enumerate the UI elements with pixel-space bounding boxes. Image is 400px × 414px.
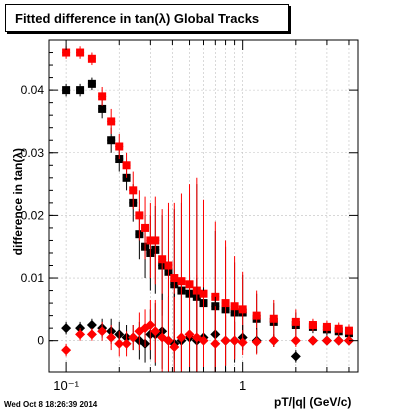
data-point <box>308 321 317 330</box>
data-point <box>220 335 231 346</box>
data-point <box>114 338 125 349</box>
data-point <box>221 299 230 308</box>
data-point <box>169 341 180 352</box>
data-point <box>61 323 72 334</box>
data-point <box>106 332 117 343</box>
data-point <box>62 86 71 95</box>
data-point <box>145 320 156 331</box>
data-point <box>121 338 132 349</box>
data-point <box>86 329 97 340</box>
data-point <box>333 335 344 346</box>
data-point <box>76 86 85 95</box>
data-point <box>307 335 318 346</box>
data-point <box>62 48 71 57</box>
data-point <box>321 335 332 346</box>
data-marks <box>61 46 354 372</box>
title-box: Fitted difference in tan(λ) Global Track… <box>5 4 289 32</box>
data-point <box>229 335 240 346</box>
data-point <box>163 335 174 346</box>
data-point <box>128 332 139 343</box>
data-point <box>98 104 107 113</box>
data-point <box>344 326 353 335</box>
data-point <box>107 136 116 145</box>
data-point <box>122 161 131 170</box>
data-point <box>97 326 108 337</box>
data-point <box>252 311 261 320</box>
y-axis-label: difference in tan(λ) <box>11 148 25 256</box>
data-point <box>184 329 195 340</box>
data-point <box>87 79 96 88</box>
data-point <box>198 335 209 346</box>
data-point <box>150 326 161 337</box>
y-tick-label: 0.04 <box>21 83 45 97</box>
footer-timestamp: Wed Oct 8 18:26:39 2014 <box>4 400 98 409</box>
data-point <box>164 261 173 270</box>
data-point <box>343 335 354 346</box>
data-point <box>230 302 239 311</box>
data-point <box>87 54 96 63</box>
data-point <box>238 305 247 314</box>
data-point <box>290 351 301 362</box>
data-point <box>146 236 155 245</box>
data-point <box>268 335 279 346</box>
data-point <box>237 337 248 348</box>
data-point <box>170 274 179 283</box>
data-point <box>251 336 262 347</box>
y-tick-label: 0.03 <box>21 146 45 160</box>
data-point <box>75 329 86 340</box>
data-point <box>98 92 107 101</box>
x-tick-label: 10⁻¹ <box>53 378 79 393</box>
data-point <box>322 322 331 331</box>
data-point <box>176 332 187 343</box>
data-point <box>290 335 301 346</box>
data-point <box>291 317 300 326</box>
x-tick-label: 1 <box>239 378 246 393</box>
data-point <box>129 186 138 195</box>
data-point <box>107 117 116 126</box>
y-tick-label: 0 <box>37 334 44 348</box>
axes: 0 0.01 0.02 0.03 0.04 10⁻¹ 1 <box>21 39 359 393</box>
series-3 <box>61 271 354 372</box>
data-point <box>61 345 72 356</box>
data-point <box>115 142 124 151</box>
data-point <box>76 48 85 57</box>
data-point <box>158 255 167 264</box>
data-point <box>86 320 97 331</box>
x-axis-label: pT/|q| (GeV/c) <box>274 395 352 409</box>
data-point <box>135 211 144 220</box>
data-point <box>141 223 150 232</box>
y-tick-label: 0.02 <box>21 208 45 222</box>
data-point <box>269 314 278 323</box>
data-point <box>151 236 160 245</box>
data-point <box>334 324 343 333</box>
chart-title: Fitted difference in tan(λ) Global Track… <box>15 11 260 26</box>
data-point <box>210 338 221 349</box>
y-tick-label: 0.01 <box>21 271 45 285</box>
